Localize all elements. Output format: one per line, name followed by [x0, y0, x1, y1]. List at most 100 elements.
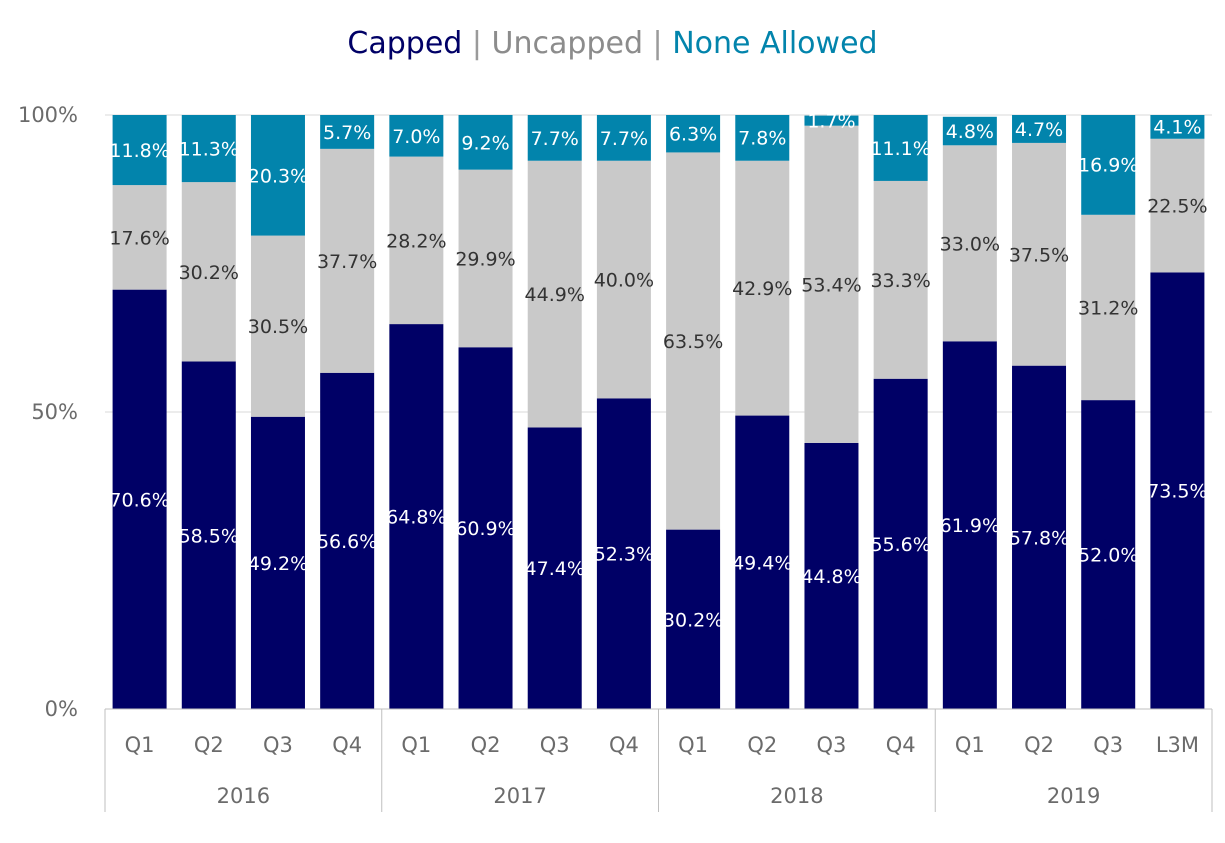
bar-segment-none-allowed	[250, 115, 305, 236]
bar-segment-none-allowed	[389, 115, 444, 157]
bar-segment-uncapped	[1081, 214, 1136, 401]
axes: 0% 50% 100% Q1 Q2 Q3 Q4 Q1 Q2 Q3 Q4 Q1 Q2 Q3 Q4 Q1 Q2 Q3 L…	[18, 103, 1213, 812]
legend-uncapped: Uncapped	[491, 26, 643, 61]
x-tick-label: Q2	[471, 733, 501, 757]
bar-segment-capped	[458, 347, 513, 709]
data-label-none-allowed: 16.9%	[1078, 155, 1138, 177]
x-tick-label: Q4	[609, 733, 639, 757]
x-tick-label: Q4	[886, 733, 916, 757]
data-label-capped: 61.9%	[940, 515, 1000, 537]
data-label-none-allowed: 1.7%	[807, 111, 855, 133]
group-label: 2019	[1047, 784, 1100, 808]
bar-segment-capped	[873, 378, 928, 709]
bar-segment-capped	[804, 442, 859, 709]
bar-segment-none-allowed	[873, 115, 928, 181]
data-label-capped: 70.6%	[109, 489, 169, 511]
data-label-uncapped: 33.0%	[940, 233, 1000, 255]
bar-segment-capped	[389, 324, 444, 709]
data-label-capped: 60.9%	[455, 518, 515, 540]
bar-segment-capped	[666, 529, 721, 709]
data-label-none-allowed: 4.7%	[1015, 119, 1063, 141]
bar-segment-uncapped	[873, 180, 928, 379]
x-tick-label: Q1	[955, 733, 985, 757]
bar-segment-capped	[1150, 272, 1205, 709]
bar-segment-none-allowed	[181, 115, 236, 183]
data-label-capped: 64.8%	[386, 507, 446, 529]
bar-segment-uncapped	[666, 152, 721, 530]
data-label-capped: 49.4%	[732, 552, 792, 574]
data-label-none-allowed: 7.7%	[600, 128, 648, 150]
data-label-none-allowed: 7.7%	[531, 128, 579, 150]
bar-segment-uncapped	[1150, 138, 1205, 273]
bar-segment-capped	[942, 341, 997, 709]
x-tick-label: Q2	[747, 733, 777, 757]
data-label-capped: 52.3%	[594, 544, 654, 566]
bar-segment-capped	[527, 427, 582, 709]
data-label-uncapped: 31.2%	[1078, 297, 1138, 319]
bar-segment-uncapped	[320, 148, 375, 373]
x-tick-label: Q2	[194, 733, 224, 757]
bar-segment-uncapped	[735, 160, 790, 416]
bar-segment-uncapped	[112, 185, 167, 290]
data-label-capped: 55.6%	[870, 534, 930, 556]
bar-segment-uncapped	[250, 235, 305, 417]
bar-segment-capped	[1081, 400, 1136, 709]
data-label-capped: 47.4%	[525, 558, 585, 580]
data-label-uncapped: 44.9%	[525, 284, 585, 306]
bar-segment-uncapped	[942, 145, 997, 342]
bar-segment-capped	[181, 361, 236, 709]
data-label-capped: 58.5%	[179, 525, 239, 547]
data-label-capped: 49.2%	[248, 553, 308, 575]
data-label-none-allowed: 7.0%	[392, 126, 440, 148]
x-tick-label: Q3	[263, 733, 293, 757]
bars	[112, 115, 1205, 709]
bar-segment-none-allowed	[1081, 115, 1136, 215]
data-label-none-allowed: 20.3%	[248, 165, 308, 187]
data-label-uncapped: 37.7%	[317, 251, 377, 273]
data-label-none-allowed: 9.2%	[461, 132, 509, 154]
legend-separator: |	[652, 26, 663, 61]
data-label-uncapped: 33.3%	[870, 270, 930, 292]
x-tick-label: Q3	[817, 733, 847, 757]
bar-segment-none-allowed	[942, 116, 997, 146]
data-label-uncapped: 17.6%	[109, 227, 169, 249]
data-label-none-allowed: 4.1%	[1153, 117, 1201, 139]
data-label-uncapped: 22.5%	[1147, 196, 1207, 218]
data-label-none-allowed: 11.8%	[109, 140, 169, 162]
bar-segment-uncapped	[458, 169, 513, 348]
bar-segment-capped	[250, 416, 305, 709]
x-tick-label: Q3	[1093, 733, 1123, 757]
bar-segment-none-allowed	[666, 115, 721, 153]
x-tick-label: Q1	[125, 733, 155, 757]
bar-segment-none-allowed	[458, 115, 513, 170]
bar-segment-none-allowed	[527, 115, 582, 161]
data-label-uncapped: 53.4%	[801, 274, 861, 296]
data-label-none-allowed: 11.3%	[179, 139, 239, 161]
data-labels: 70.6% 17.6% 11.8% 58.5% 30.2% 11.3% 49.2% 30.5%…	[109, 111, 1207, 632]
bar-segment-none-allowed	[596, 115, 651, 161]
data-label-none-allowed: 4.8%	[946, 121, 994, 143]
data-label-capped: 57.8%	[1009, 527, 1069, 549]
data-label-capped: 44.8%	[801, 566, 861, 588]
data-label-none-allowed: 7.8%	[738, 128, 786, 150]
bar-segment-none-allowed	[1012, 115, 1067, 143]
data-label-capped: 56.6%	[317, 531, 377, 553]
data-label-uncapped: 28.2%	[386, 230, 446, 252]
bar-segment-none-allowed	[1150, 115, 1205, 139]
bar-segment-capped	[1012, 365, 1067, 709]
x-tick-label: Q1	[678, 733, 708, 757]
data-label-none-allowed: 5.7%	[323, 122, 371, 144]
legend-separator: |	[471, 26, 482, 61]
bar-segment-none-allowed	[320, 115, 375, 149]
x-tick-label: Q1	[401, 733, 431, 757]
x-tick-label: L3M	[1156, 733, 1199, 757]
data-label-uncapped: 63.5%	[663, 331, 723, 353]
group-label: 2018	[770, 784, 823, 808]
y-tick-label: 100%	[18, 103, 78, 127]
x-tick-label: Q4	[332, 733, 362, 757]
data-label-uncapped: 37.5%	[1009, 244, 1069, 266]
bar-segment-uncapped	[804, 125, 859, 443]
x-tick-label: Q2	[1024, 733, 1054, 757]
data-label-capped: 73.5%	[1147, 481, 1207, 503]
chart-title: Capped | Uncapped | None Allowed	[0, 22, 1225, 66]
